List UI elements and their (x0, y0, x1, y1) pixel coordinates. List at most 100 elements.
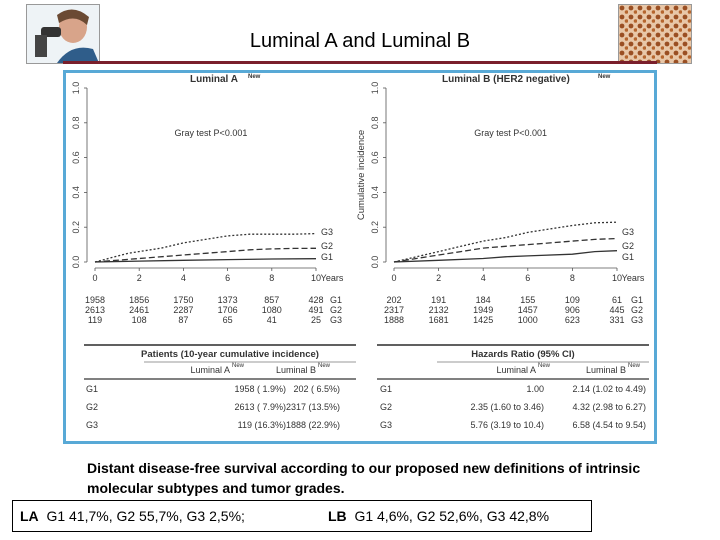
luminal-a-y-tick-label: 0.2 (71, 221, 81, 234)
luminal-a-x-tick-label: 10 (311, 273, 321, 283)
luminal-b-at-risk-value: 1425 (473, 315, 493, 325)
luminal-b-at-risk-value: 906 (565, 305, 580, 315)
title-rule (63, 61, 657, 64)
patients-table-header: Patients (10-year cumulative incidence) (141, 349, 319, 360)
luminal-a-at-risk-value: 41 (267, 315, 277, 325)
luminal-a-at-risk-value: 1706 (218, 305, 238, 315)
luminal-b-series-g2-line (393, 237, 618, 263)
luminal-b-x-axis-label: Years (622, 273, 645, 283)
luminal-a-at-risk-value: 65 (223, 315, 233, 325)
luminal-b-at-risk-value: 1949 (473, 305, 493, 315)
luminal-b-y-tick-label: 0.0 (370, 256, 380, 269)
luminal-a-x-tick-label: 6 (225, 273, 230, 283)
hazards-table-col-a: Luminal A (496, 365, 536, 375)
hazards-table-grade: G3 (380, 420, 392, 430)
patients-table-grade: G1 (86, 384, 98, 394)
luminal-b-at-risk-value: 109 (565, 295, 580, 305)
luminal-a-at-risk-value: 1856 (129, 295, 149, 305)
luminal-a-at-risk-value: 857 (264, 295, 279, 305)
luminal-b-at-risk-value: 155 (520, 295, 535, 305)
luminal-a-at-risk-value: 2613 (85, 305, 105, 315)
luminal-b-y-tick-label: 0.8 (370, 117, 380, 130)
hazards-table-grade: G2 (380, 402, 392, 412)
luminal-b-series-g1-label: G1 (622, 252, 634, 262)
luminal-b-at-risk-value: 184 (476, 295, 491, 305)
patients-table-cell-b: 2317 (13.5%) (286, 402, 340, 412)
luminal-b-x-tick-label: 8 (570, 273, 575, 283)
luminal-a-at-risk-value: 1750 (173, 295, 193, 305)
page-title: Luminal A and Luminal B (249, 30, 471, 52)
luminal-a-series-g3-line (94, 232, 317, 263)
summary-box: LA G1 41,7%, G2 55,7%, G3 2,5%; LB G1 4,… (12, 500, 592, 532)
luminal-a-series-g2-line (94, 247, 317, 263)
luminal-b-x-tick-label: 0 (391, 273, 396, 283)
luminal-a-title-superscript: New (248, 74, 261, 80)
hazards-table-cell-b: 6.58 (4.54 to 9.54) (572, 420, 646, 430)
luminal-a-series-g1-line (94, 258, 317, 263)
summary-la-label: LA (20, 508, 39, 524)
hazards-table-cell-a: 5.76 (3.19 to 10.4) (470, 420, 544, 430)
luminal-a-x-tick-label: 4 (181, 273, 186, 283)
patients-table-grade: G3 (86, 420, 98, 430)
luminal-a-y-tick-label: 0.0 (71, 256, 81, 269)
hazards-table-col-a-sup: New (538, 363, 551, 369)
luminal-b-at-risk-value: 1457 (518, 305, 538, 315)
photo-microscope-researcher (26, 4, 100, 64)
luminal-a-at-risk-row-label: G2 (330, 305, 342, 315)
luminal-b-y-tick-label: 1.0 (370, 82, 380, 95)
luminal-b-series-g2-label: G2 (622, 241, 634, 251)
luminal-a-at-risk-value: 2461 (129, 305, 149, 315)
patients-table-cell-a: 1958 ( 1.9%) (234, 384, 286, 394)
luminal-b-at-risk-row-label: G2 (631, 305, 643, 315)
luminal-a-x-tick-label: 8 (269, 273, 274, 283)
luminal-a-at-risk-value: 119 (88, 315, 102, 325)
luminal-a-at-risk-value: 1373 (218, 295, 238, 305)
hazards-table-header: Hazards Ratio (95% CI) (471, 349, 574, 360)
luminal-b-at-risk-value: 2132 (429, 305, 449, 315)
patients-table-cell-b: 202 ( 6.5%) (293, 384, 340, 394)
hazards-table-col-b-sup: New (628, 363, 641, 369)
hazards-table-col-b: Luminal B (586, 365, 626, 375)
luminal-b-at-risk-value: 191 (431, 295, 446, 305)
luminal-a-y-axis-label: Cumulative incidence (66, 130, 68, 220)
luminal-a-at-risk-value: 2287 (173, 305, 193, 315)
hazards-table-grade: G1 (380, 384, 392, 394)
luminal-b-y-tick-label: 0.4 (370, 186, 380, 199)
luminal-a-at-risk-value: 108 (132, 315, 147, 325)
luminal-b-series-g3-label: G3 (622, 227, 634, 237)
luminal-b-at-risk-value: 202 (386, 295, 401, 305)
luminal-b-at-risk-value: 1681 (429, 315, 449, 325)
luminal-a-x-tick-label: 2 (137, 273, 142, 283)
luminal-b-x-tick-label: 6 (525, 273, 530, 283)
luminal-a-at-risk-row-label: G3 (330, 315, 342, 325)
luminal-b-at-risk-row-label: G1 (631, 295, 643, 305)
luminal-a-series-g1-label: G1 (321, 252, 333, 262)
luminal-a-x-tick-label: 0 (92, 273, 97, 283)
summary-lb-label: LB (328, 508, 347, 524)
patients-table-cell-a: 119 (16.3%) (238, 420, 286, 430)
luminal-a-y-tick-label: 0.8 (71, 117, 81, 130)
summary-lb-values: G1 4,6%, G2 52,6%, G3 42,8% (354, 508, 550, 524)
patients-table-cell-b: 1888 (22.9%) (286, 420, 340, 430)
luminal-b-at-risk-value: 623 (565, 315, 580, 325)
patients-table-grade: G2 (86, 402, 98, 412)
hazards-table-cell-b: 4.32 (2.98 to 6.27) (572, 402, 646, 412)
luminal-b-at-risk-row-label: G3 (631, 315, 643, 325)
luminal-b-at-risk-value: 1000 (518, 315, 538, 325)
summary-lb: LB G1 4,6%, G2 52,6%, G3 42,8% (328, 508, 549, 524)
luminal-a-at-risk-value: 491 (308, 305, 323, 315)
luminal-b-y-axis-label: Cumulative incidence (356, 130, 367, 220)
luminal-a-x-axis-label: Years (321, 273, 344, 283)
hazards-table-cell-a: 2.35 (1.60 to 3.46) (470, 402, 544, 412)
patients-table-cell-a: 2613 ( 7.9%) (234, 402, 286, 412)
summary-la-values: G1 41,7%, G2 55,7%, G3 2,5%; (46, 508, 245, 524)
luminal-b-at-risk-value: 331 (609, 315, 624, 325)
luminal-b-x-tick-label: 4 (481, 273, 486, 283)
luminal-b-y-tick-label: 0.2 (370, 221, 380, 234)
luminal-b-at-risk-value: 445 (609, 305, 624, 315)
luminal-a-at-risk-value: 1080 (262, 305, 282, 315)
luminal-a-y-tick-label: 1.0 (71, 82, 81, 95)
figure-panel: Luminal A New 0.0 0.2 0.4 0.6 0.8 1.0 0 2 4 6 8 10 Yea… (57, 70, 657, 444)
luminal-b-annotation: Gray test P<0.001 (474, 128, 547, 138)
luminal-a-at-risk-value: 1958 (85, 295, 105, 305)
